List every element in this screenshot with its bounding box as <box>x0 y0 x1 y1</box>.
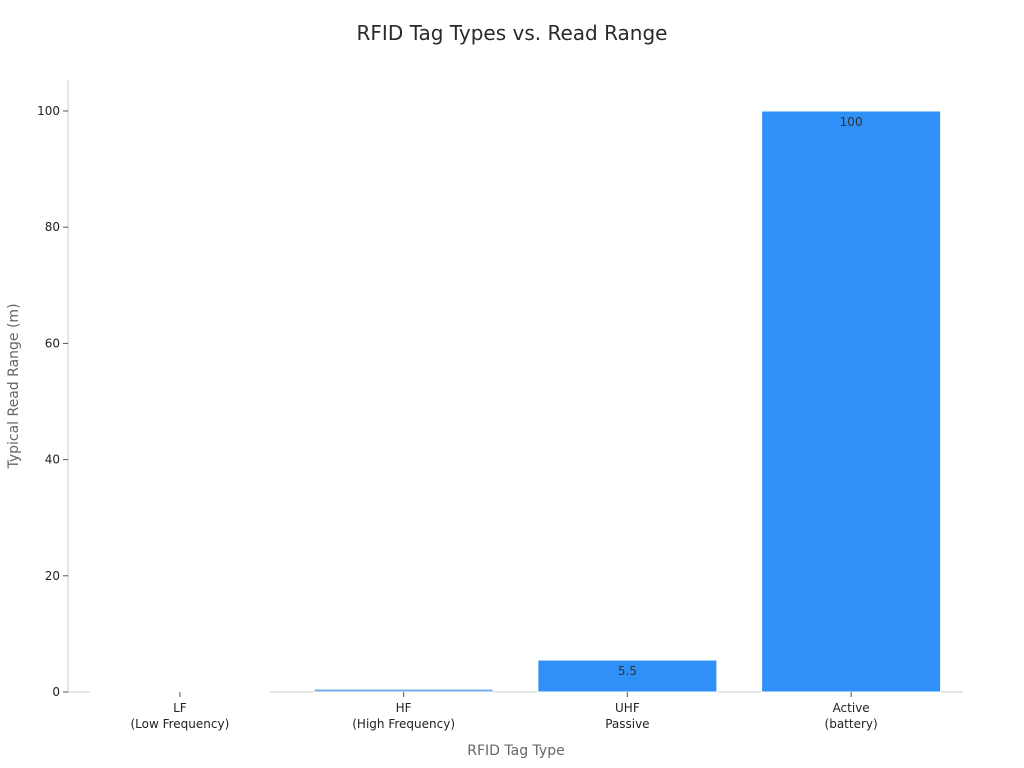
x-tick-label: LF <box>173 701 187 715</box>
x-axis-title: RFID Tag Type <box>467 743 564 759</box>
bar-data-label: 100 <box>840 115 863 129</box>
bar-data-label: 5.5 <box>618 664 637 678</box>
y-tick-label: 20 <box>45 569 60 583</box>
y-tick-label: 60 <box>45 336 60 350</box>
x-tick-label: (High Frequency) <box>352 717 455 731</box>
x-tick-label: (Low Frequency) <box>130 717 229 731</box>
y-tick-label: 80 <box>45 220 60 234</box>
y-tick-label: 40 <box>45 453 60 467</box>
y-axis-title: Typical Read Range (m) <box>6 303 22 469</box>
data-labels: 5.5 100 <box>618 115 863 678</box>
x-tick-label: Active <box>833 701 870 715</box>
x-tick-label: UHF <box>615 701 640 715</box>
x-tick-label: Passive <box>605 717 649 731</box>
chart-title: RFID Tag Types vs. Read Range <box>357 21 668 45</box>
x-tick-label: HF <box>396 701 412 715</box>
y-ticks: 0 20 40 60 80 100 <box>37 104 68 699</box>
bars <box>89 110 942 693</box>
y-axis-title-group: Typical Read Range (m) <box>6 303 22 469</box>
bar <box>313 688 494 693</box>
bar <box>761 110 942 693</box>
x-ticks: LF (Low Frequency) HF (High Frequency) UHF Pa… <box>130 692 878 731</box>
x-tick-label: (battery) <box>825 717 878 731</box>
y-tick-label: 100 <box>37 104 60 118</box>
y-tick-label: 0 <box>52 685 60 699</box>
